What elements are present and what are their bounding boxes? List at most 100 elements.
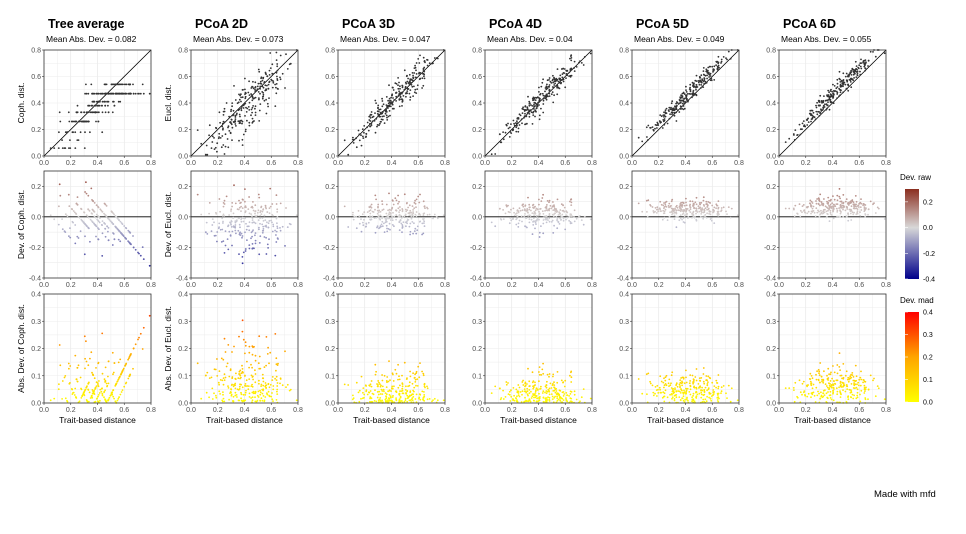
- data-point: [408, 394, 411, 397]
- data-point: [788, 137, 791, 140]
- data-point: [228, 214, 231, 216]
- data-point: [499, 218, 502, 220]
- data-point: [522, 203, 524, 206]
- y-tick-label: 0.8: [31, 48, 41, 55]
- data-point: [532, 99, 535, 101]
- data-point: [530, 104, 532, 106]
- data-point: [689, 90, 692, 93]
- data-point: [699, 203, 701, 206]
- x-tick-label: 0.0: [480, 160, 490, 167]
- data-point: [845, 198, 848, 201]
- data-point: [551, 219, 554, 222]
- data-point: [389, 396, 392, 399]
- data-point: [707, 388, 710, 391]
- data-point: [78, 120, 81, 123]
- data-point: [399, 390, 401, 392]
- data-point: [410, 215, 413, 218]
- data-point: [268, 97, 270, 99]
- data-point: [518, 395, 521, 398]
- data-point: [219, 210, 222, 213]
- data-point: [231, 202, 234, 204]
- data-point: [548, 201, 550, 204]
- y-tick-label: 0.1: [619, 373, 629, 380]
- data-point: [580, 219, 583, 222]
- data-point: [268, 386, 271, 389]
- data-point: [251, 221, 254, 224]
- data-point: [706, 74, 708, 77]
- data-point: [518, 113, 521, 116]
- data-point: [523, 110, 526, 112]
- data-point: [251, 399, 254, 402]
- data-point: [526, 107, 529, 109]
- data-point: [663, 216, 666, 219]
- data-point: [671, 100, 674, 103]
- data-point: [522, 205, 525, 208]
- data-point: [251, 217, 254, 220]
- data-point: [681, 206, 683, 208]
- data-point: [98, 216, 100, 218]
- data-point: [426, 387, 429, 390]
- data-point: [849, 71, 852, 74]
- data-point: [251, 401, 253, 403]
- y-tick-label: 0.8: [178, 48, 188, 55]
- data-point: [683, 391, 686, 394]
- data-point: [684, 398, 686, 401]
- data-point: [58, 344, 61, 346]
- data-point: [268, 395, 271, 398]
- data-point: [564, 379, 567, 382]
- data-point: [385, 104, 388, 106]
- data-point: [646, 393, 648, 396]
- data-point: [114, 383, 117, 386]
- data-point: [681, 380, 683, 383]
- data-point: [272, 225, 275, 228]
- data-point: [670, 204, 672, 207]
- data-point: [654, 386, 657, 388]
- data-point: [234, 224, 237, 226]
- data-point: [523, 116, 525, 119]
- y-axis-label: Eucl. dist.: [163, 85, 173, 122]
- data-point: [508, 136, 511, 138]
- data-point: [279, 378, 282, 380]
- data-point: [395, 218, 397, 221]
- data-point: [842, 79, 845, 81]
- data-point: [391, 224, 394, 226]
- data-point: [401, 226, 404, 229]
- data-point: [413, 91, 416, 94]
- data-point: [267, 87, 270, 90]
- data-point: [220, 146, 223, 149]
- data-point: [570, 397, 573, 400]
- data-point: [689, 374, 692, 376]
- data-point: [384, 392, 387, 394]
- data-point: [560, 379, 563, 382]
- data-point: [706, 212, 708, 215]
- data-point: [573, 393, 576, 396]
- data-point: [645, 373, 648, 376]
- y-tick-label: 0.2: [472, 184, 482, 191]
- data-point: [91, 389, 94, 391]
- data-point: [240, 109, 243, 112]
- data-point: [204, 374, 207, 377]
- data-point: [211, 141, 214, 143]
- data-point: [392, 380, 395, 382]
- data-point: [570, 400, 573, 403]
- data-point: [798, 203, 801, 206]
- data-point: [94, 111, 97, 114]
- data-point: [838, 95, 840, 98]
- data-point: [556, 395, 558, 398]
- data-point: [645, 126, 648, 129]
- data-point: [244, 391, 247, 394]
- data-point: [668, 385, 670, 387]
- y-tick-label: 0.3: [178, 319, 188, 326]
- data-point: [238, 206, 241, 209]
- data-point: [793, 139, 796, 141]
- data-point: [412, 76, 414, 79]
- data-point: [573, 60, 576, 63]
- data-point: [277, 362, 279, 365]
- data-point: [89, 240, 91, 243]
- data-point: [258, 97, 260, 99]
- data-point: [784, 141, 787, 144]
- data-point: [681, 102, 684, 105]
- data-point: [76, 235, 79, 238]
- x-tick-label: 0.2: [66, 407, 76, 414]
- data-point: [374, 389, 376, 392]
